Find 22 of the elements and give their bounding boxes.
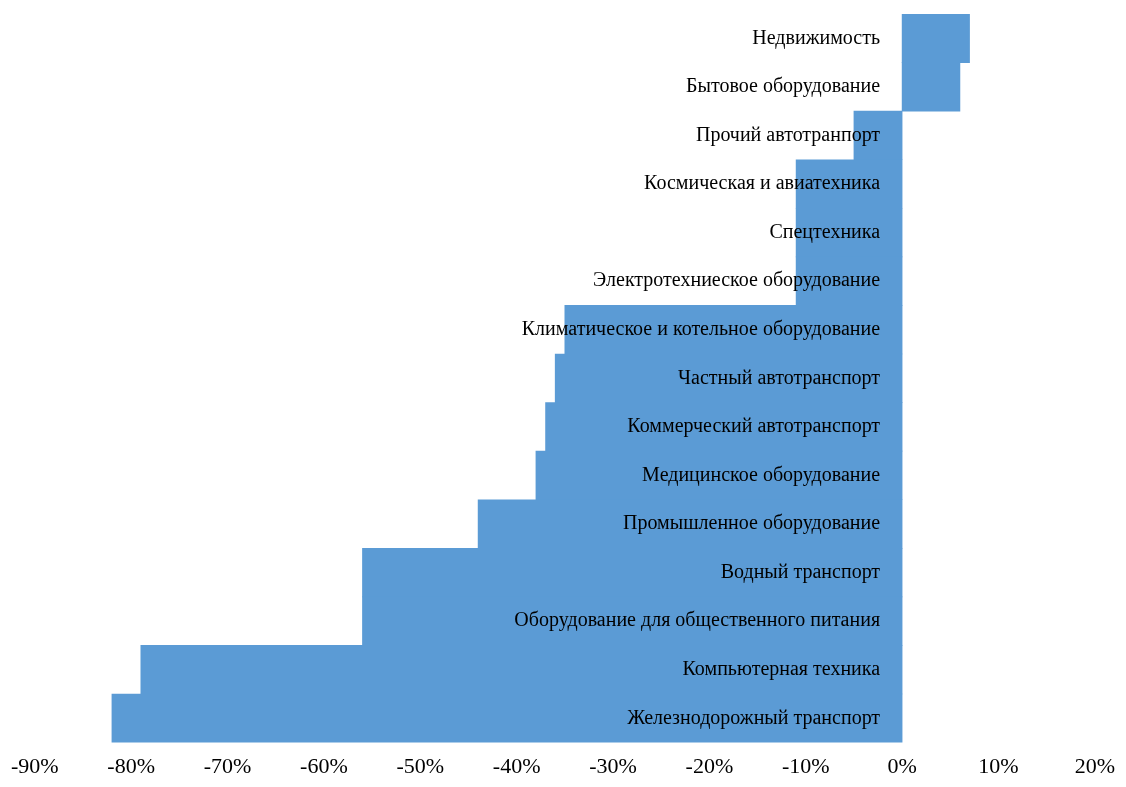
x-tick-label: -60% bbox=[300, 752, 348, 778]
x-tick-label: -30% bbox=[589, 752, 637, 778]
x-tick-label: -80% bbox=[107, 752, 156, 778]
x-tick-label: -10% bbox=[781, 752, 830, 778]
x-tick-label: 20% bbox=[1074, 752, 1115, 778]
y-tick-label: Водный транспорт bbox=[720, 559, 881, 583]
x-tick-label: -50% bbox=[396, 752, 445, 778]
y-tick-label: Оборудование для общественного питания bbox=[514, 608, 881, 632]
x-tick-label: 10% bbox=[978, 752, 1019, 778]
y-tick-label: Частный автотранспорт bbox=[678, 365, 881, 389]
x-tick-label: -20% bbox=[685, 752, 734, 778]
x-tick-label: -40% bbox=[492, 752, 541, 778]
y-tick-label: Медицинское оборудование bbox=[642, 462, 881, 486]
x-tick-label: -70% bbox=[203, 752, 252, 778]
y-tick-label: Недвижимость bbox=[752, 25, 881, 49]
y-tick-label: Компьютерная техника bbox=[682, 656, 881, 680]
x-tick-label: -90% bbox=[11, 752, 59, 778]
y-tick-label: Коммерческий автотранспорт bbox=[627, 414, 881, 438]
y-tick-label: Железнодорожный транспорт bbox=[627, 705, 881, 729]
y-tick-label: Бытовое оборудование bbox=[686, 74, 881, 98]
y-tick-label: Промышленное оборудование bbox=[623, 511, 881, 535]
x-tick-label: 0% bbox=[887, 752, 917, 778]
